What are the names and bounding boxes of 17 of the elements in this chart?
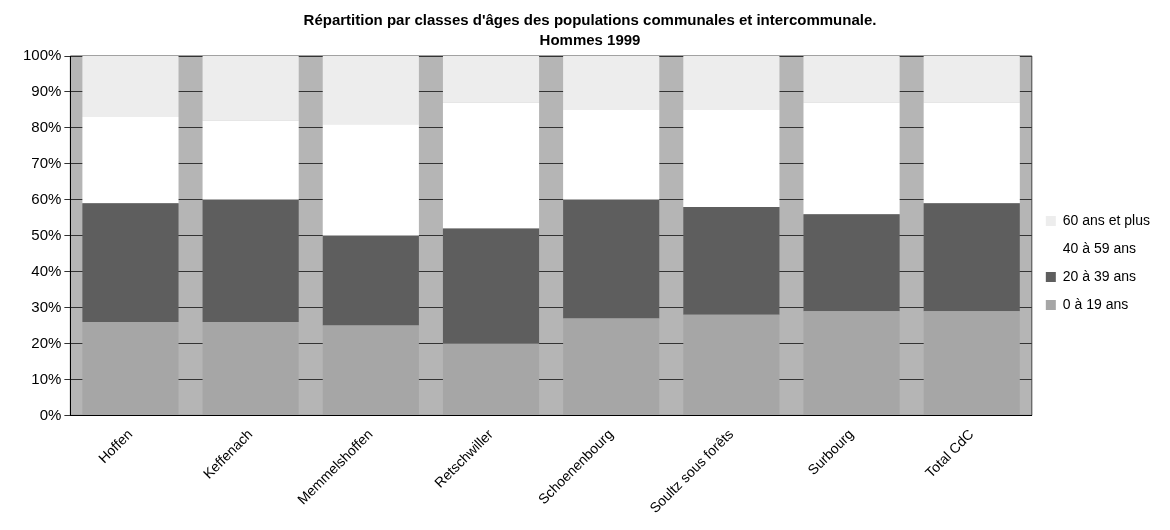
y-tick-label: 90%: [31, 82, 62, 100]
y-tick-label: 50%: [31, 225, 62, 243]
chart-title: Répartition par classes d'âges des populations communales et intercommunale.: [303, 11, 877, 29]
y-tick-label: 100%: [22, 46, 62, 64]
y-tick-label: 80%: [31, 118, 62, 136]
y-tick-label: 10%: [31, 369, 62, 387]
y-tick-label: 40%: [31, 261, 62, 279]
y-tick-label: 60%: [31, 189, 62, 207]
y-tick-label: 70%: [31, 153, 62, 171]
legend-label: 0 à 19 ans: [1062, 295, 1129, 312]
y-tick-label: 0%: [39, 405, 62, 423]
text: 40 à 59 ans: [1062, 239, 1136, 256]
legend-label: 60 ans et plus: [1062, 211, 1150, 228]
chart-subtitle: Hommes 1999: [539, 31, 641, 49]
legend-label: 20 à 39 ans: [1062, 267, 1136, 284]
y-tick-label: 30%: [31, 297, 62, 315]
y-tick-label: 20%: [31, 333, 62, 351]
